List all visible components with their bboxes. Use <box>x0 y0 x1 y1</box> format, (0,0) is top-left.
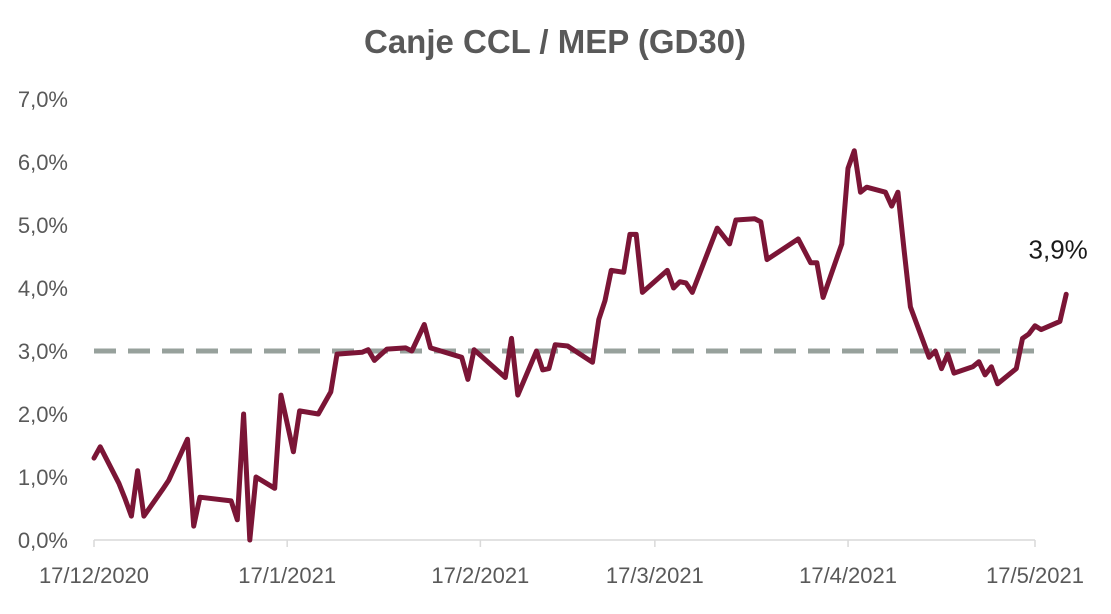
y-tick-label: 0,0% <box>18 528 68 553</box>
y-tick-label: 4,0% <box>18 276 68 301</box>
series-layer <box>91 148 1069 543</box>
x-tick-label: 17/3/2021 <box>606 563 704 588</box>
y-tick-label: 2,0% <box>18 402 68 427</box>
y-tick-label: 7,0% <box>18 87 68 112</box>
last-value-label: 3,9% <box>1029 234 1088 264</box>
y-tick-label: 5,0% <box>18 213 68 238</box>
y-tick-label: 3,0% <box>18 339 68 364</box>
x-tick-label: 17/2/2021 <box>431 563 529 588</box>
y-tick-label: 6,0% <box>18 150 68 175</box>
x-axis: 17/12/2020 17/1/2021 17/2/2021 17/3/2021 17/… <box>39 539 1084 588</box>
chart-title: Canje CCL / MEP (GD30) <box>364 23 746 60</box>
y-axis: 0,0% 1,0% 2,0% 3,0% 4,0% 5,0% 6,0% 7,0% <box>18 87 68 553</box>
annotation-layer: 3,9% <box>1029 234 1088 264</box>
x-tick-label: 17/1/2021 <box>238 563 336 588</box>
x-tick-label: 17/4/2021 <box>799 563 897 588</box>
series-line <box>91 148 1069 543</box>
x-tick-label: 17/5/2021 <box>986 563 1084 588</box>
y-tick-label: 1,0% <box>18 465 68 490</box>
x-tick-label: 17/12/2020 <box>39 563 149 588</box>
